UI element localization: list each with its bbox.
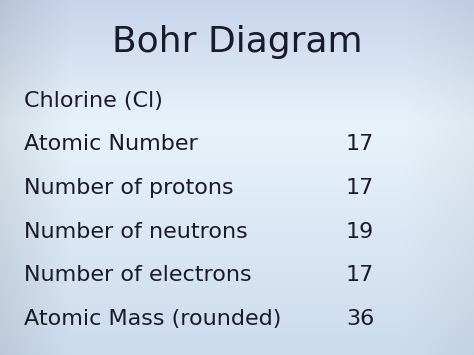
Text: Chlorine (Cl): Chlorine (Cl) (24, 91, 163, 110)
Text: 17: 17 (346, 178, 374, 198)
Text: Number of protons: Number of protons (24, 178, 233, 198)
Text: Number of electrons: Number of electrons (24, 265, 251, 285)
Text: 17: 17 (346, 265, 374, 285)
Text: 19: 19 (346, 222, 374, 241)
Text: Atomic Number: Atomic Number (24, 134, 198, 154)
Text: 36: 36 (346, 309, 374, 329)
Text: Number of neutrons: Number of neutrons (24, 222, 247, 241)
Text: 17: 17 (346, 134, 374, 154)
Text: Bohr Diagram: Bohr Diagram (112, 25, 362, 59)
Text: Atomic Mass (rounded): Atomic Mass (rounded) (24, 309, 281, 329)
